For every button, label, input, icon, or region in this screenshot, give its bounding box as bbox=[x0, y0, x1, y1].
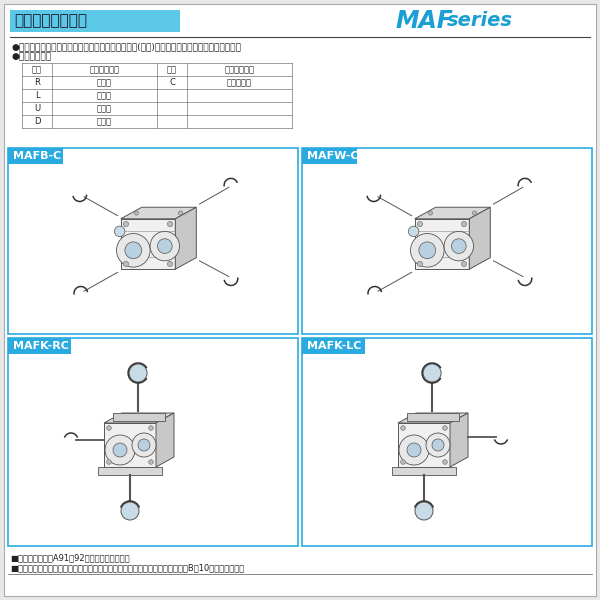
FancyBboxPatch shape bbox=[8, 338, 298, 546]
Circle shape bbox=[115, 226, 125, 236]
Text: ●軸配置は入力軸またはモータを手前にして出力軸(青色)の出ている方向で決定して下さい。: ●軸配置は入力軸またはモータを手前にして出力軸(青色)の出ている方向で決定して下… bbox=[12, 43, 242, 52]
Circle shape bbox=[107, 426, 112, 430]
Polygon shape bbox=[175, 207, 196, 269]
Polygon shape bbox=[415, 219, 469, 269]
Circle shape bbox=[129, 364, 147, 382]
Circle shape bbox=[444, 232, 473, 261]
Polygon shape bbox=[398, 423, 450, 467]
FancyBboxPatch shape bbox=[302, 148, 592, 334]
Text: 軸配置と回転方向: 軸配置と回転方向 bbox=[14, 13, 87, 28]
Circle shape bbox=[178, 211, 182, 215]
Circle shape bbox=[121, 502, 139, 520]
Text: L: L bbox=[35, 91, 40, 100]
Text: MAF: MAF bbox=[395, 9, 453, 33]
Circle shape bbox=[124, 221, 128, 227]
Polygon shape bbox=[415, 207, 490, 219]
FancyBboxPatch shape bbox=[302, 338, 365, 354]
Circle shape bbox=[443, 426, 448, 430]
Circle shape bbox=[124, 262, 128, 266]
Text: 出力軸の方向: 出力軸の方向 bbox=[89, 65, 119, 74]
Text: MAFK-RC: MAFK-RC bbox=[13, 341, 69, 351]
Circle shape bbox=[401, 426, 406, 430]
Circle shape bbox=[443, 460, 448, 464]
FancyBboxPatch shape bbox=[113, 413, 165, 421]
FancyBboxPatch shape bbox=[302, 148, 357, 164]
Text: 上　側: 上 側 bbox=[97, 104, 112, 113]
Text: 記号: 記号 bbox=[167, 65, 177, 74]
Circle shape bbox=[399, 435, 429, 465]
Circle shape bbox=[472, 211, 476, 215]
Circle shape bbox=[418, 262, 422, 266]
Circle shape bbox=[167, 221, 173, 227]
Circle shape bbox=[116, 233, 150, 267]
FancyBboxPatch shape bbox=[8, 148, 63, 164]
Circle shape bbox=[150, 232, 179, 261]
Circle shape bbox=[157, 239, 172, 253]
Circle shape bbox=[423, 364, 441, 382]
FancyBboxPatch shape bbox=[4, 4, 596, 596]
Polygon shape bbox=[104, 423, 156, 467]
Polygon shape bbox=[398, 413, 468, 423]
Circle shape bbox=[132, 433, 156, 457]
FancyBboxPatch shape bbox=[98, 467, 162, 475]
Circle shape bbox=[461, 262, 467, 266]
Text: 右　側: 右 側 bbox=[97, 78, 112, 87]
Text: ■特殊な取付状態については、当社へお問い合わせ下さい。なお、参考としてB－10をご覧下さい。: ■特殊な取付状態については、当社へお問い合わせ下さい。なお、参考としてB－10を… bbox=[10, 563, 244, 572]
Circle shape bbox=[138, 439, 150, 451]
Text: 左　側: 左 側 bbox=[97, 91, 112, 100]
Polygon shape bbox=[450, 413, 468, 467]
Circle shape bbox=[418, 221, 422, 227]
Circle shape bbox=[407, 443, 421, 457]
Circle shape bbox=[426, 433, 450, 457]
Circle shape bbox=[409, 226, 419, 236]
Text: 記号: 記号 bbox=[32, 65, 42, 74]
Circle shape bbox=[113, 443, 127, 457]
Text: 出力軸の方向: 出力軸の方向 bbox=[224, 65, 254, 74]
Text: series: series bbox=[447, 11, 513, 31]
FancyBboxPatch shape bbox=[8, 338, 71, 354]
Circle shape bbox=[419, 242, 436, 259]
FancyBboxPatch shape bbox=[8, 148, 298, 334]
Text: R: R bbox=[34, 78, 40, 87]
Circle shape bbox=[461, 221, 467, 227]
Text: MAFW-C: MAFW-C bbox=[307, 151, 359, 161]
Circle shape bbox=[415, 502, 433, 520]
Text: 出力軸固定: 出力軸固定 bbox=[227, 78, 252, 87]
Polygon shape bbox=[469, 207, 490, 269]
Circle shape bbox=[167, 262, 173, 266]
Circle shape bbox=[432, 439, 444, 451]
Circle shape bbox=[134, 211, 139, 215]
Text: MAFB-C: MAFB-C bbox=[13, 151, 61, 161]
Circle shape bbox=[125, 242, 142, 259]
FancyBboxPatch shape bbox=[407, 413, 459, 421]
Text: C: C bbox=[169, 78, 175, 87]
Polygon shape bbox=[121, 219, 175, 269]
Circle shape bbox=[107, 460, 112, 464]
Text: ●軸配置の記号: ●軸配置の記号 bbox=[12, 52, 52, 61]
Circle shape bbox=[401, 460, 406, 464]
Text: MAFK-LC: MAFK-LC bbox=[307, 341, 361, 351]
Polygon shape bbox=[156, 413, 174, 467]
Text: D: D bbox=[34, 117, 40, 126]
FancyBboxPatch shape bbox=[302, 338, 592, 546]
FancyBboxPatch shape bbox=[392, 467, 456, 475]
Text: 下　側: 下 側 bbox=[97, 117, 112, 126]
Circle shape bbox=[149, 460, 154, 464]
Text: U: U bbox=[34, 104, 40, 113]
Circle shape bbox=[105, 435, 135, 465]
Circle shape bbox=[451, 239, 466, 253]
Text: ■軸配置の詳細はA91・92を参照して下さい。: ■軸配置の詳細はA91・92を参照して下さい。 bbox=[10, 553, 130, 563]
Circle shape bbox=[410, 233, 444, 267]
Circle shape bbox=[428, 211, 433, 215]
FancyBboxPatch shape bbox=[10, 10, 180, 32]
Circle shape bbox=[149, 426, 154, 430]
Polygon shape bbox=[104, 413, 174, 423]
Polygon shape bbox=[121, 207, 196, 219]
